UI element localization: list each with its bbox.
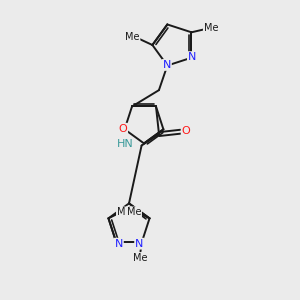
Text: Me: Me xyxy=(127,207,141,217)
Text: N: N xyxy=(115,239,123,249)
Text: N: N xyxy=(188,52,196,62)
Text: N: N xyxy=(135,239,143,249)
Text: Me: Me xyxy=(204,23,218,33)
Text: HN: HN xyxy=(116,139,133,149)
Text: O: O xyxy=(118,124,127,134)
Text: Me: Me xyxy=(117,207,131,217)
Text: N: N xyxy=(163,60,171,70)
Text: Me: Me xyxy=(125,32,140,43)
Text: Me: Me xyxy=(133,253,147,263)
Text: O: O xyxy=(182,126,190,136)
